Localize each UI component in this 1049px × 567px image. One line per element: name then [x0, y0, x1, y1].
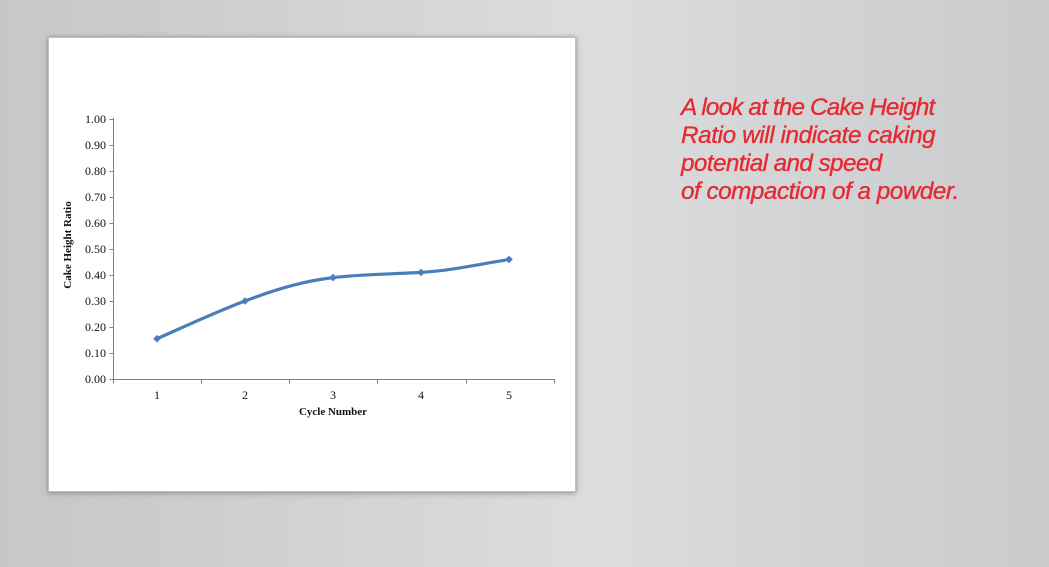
svg-text:3: 3	[330, 388, 336, 402]
svg-text:4: 4	[418, 388, 424, 402]
svg-text:2: 2	[242, 388, 248, 402]
svg-text:1: 1	[154, 388, 160, 402]
svg-text:0.30: 0.30	[85, 294, 106, 308]
svg-text:1.00: 1.00	[85, 112, 106, 126]
svg-text:0.60: 0.60	[85, 216, 106, 230]
svg-text:Cycle Number: Cycle Number	[299, 406, 367, 418]
svg-text:0.10: 0.10	[85, 346, 106, 360]
svg-text:0.90: 0.90	[85, 138, 106, 152]
svg-text:0.80: 0.80	[85, 164, 106, 178]
svg-text:0.40: 0.40	[85, 268, 106, 282]
svg-text:Cake Height Ratio: Cake Height Ratio	[62, 201, 74, 289]
svg-text:0.20: 0.20	[85, 320, 106, 334]
svg-text:5: 5	[506, 388, 512, 402]
svg-text:0.50: 0.50	[85, 242, 106, 256]
svg-text:0.70: 0.70	[85, 190, 106, 204]
svg-text:0.00: 0.00	[85, 372, 106, 386]
